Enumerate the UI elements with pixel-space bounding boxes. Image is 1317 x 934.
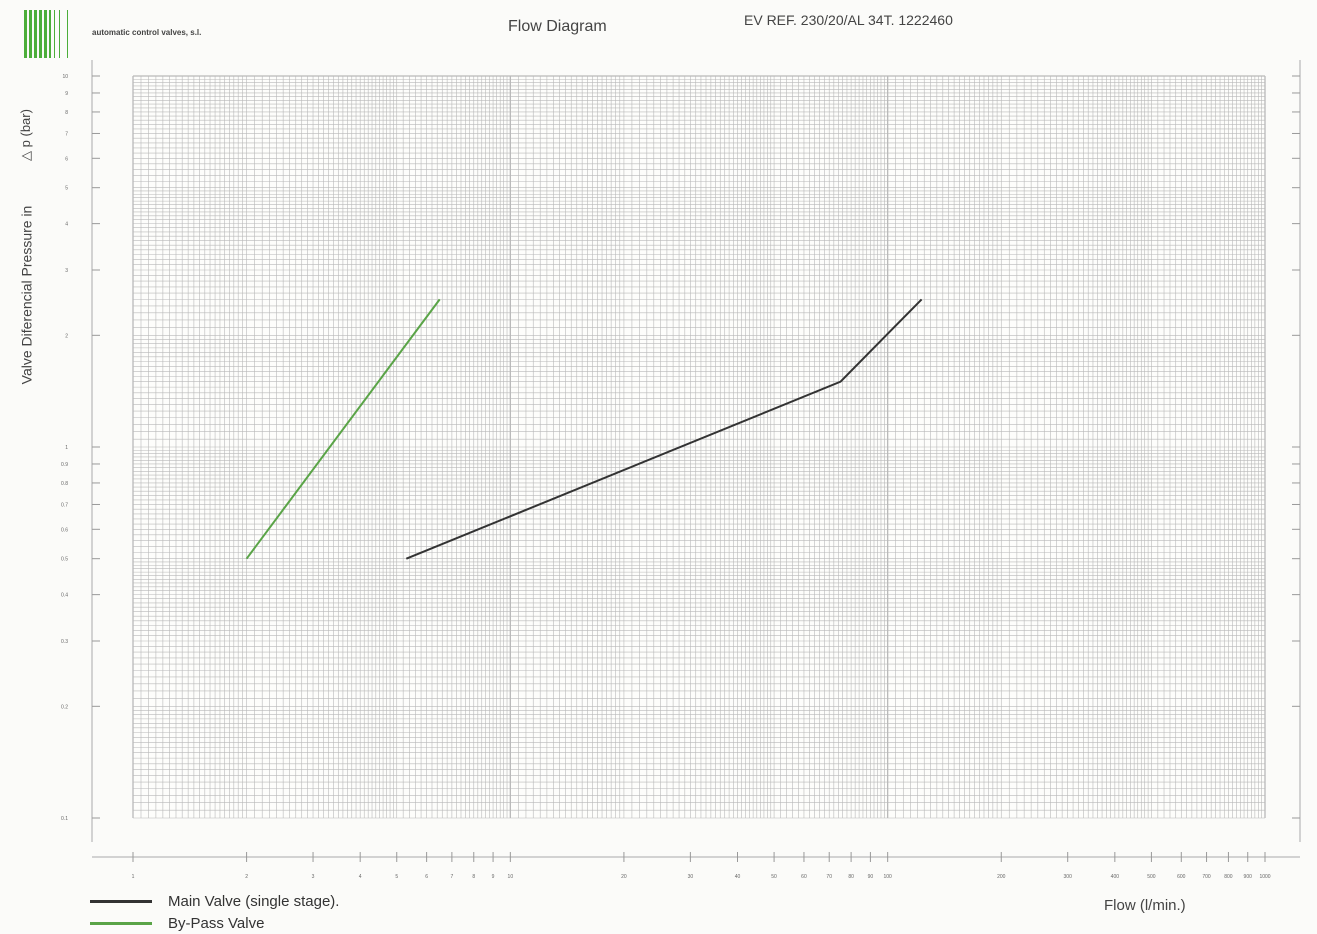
series-line-main-valve <box>405 298 923 560</box>
x-tick-label: 300 <box>1064 874 1073 880</box>
x-tick-label: 9 <box>492 874 495 880</box>
legend-item-main: Main Valve (single stage). <box>90 890 339 912</box>
x-tick-label: 5 <box>395 874 398 880</box>
legend-label-bypass: By-Pass Valve <box>168 914 265 932</box>
x-tick-label: 40 <box>735 874 741 880</box>
y-tick-label: 0.2 <box>61 704 68 710</box>
x-tick-label: 2 <box>245 874 248 880</box>
y-tick-label: 6 <box>65 156 68 162</box>
x-tick-label: 60 <box>801 874 807 880</box>
x-tick-label: 200 <box>997 874 1006 880</box>
series-line-bypass-valve <box>245 298 441 560</box>
company-name: automatic control valves, s.l. <box>92 28 202 37</box>
x-tick-label: 50 <box>771 874 777 880</box>
x-tick-label: 900 <box>1244 874 1253 880</box>
legend-item-bypass: By-Pass Valve <box>90 912 339 934</box>
y-tick-label: 0.1 <box>61 816 68 822</box>
x-tick-label: 8 <box>472 874 475 880</box>
y-tick-label: 0.9 <box>61 462 68 468</box>
x-tick-label: 700 <box>1202 874 1211 880</box>
y-tick-label: 0.3 <box>61 639 68 645</box>
chart-legend: Main Valve (single stage). By-Pass Valve <box>90 890 339 934</box>
legend-label-main: Main Valve (single stage). <box>168 892 340 910</box>
x-tick-label: 70 <box>826 874 832 880</box>
chart-series <box>245 298 923 560</box>
y-tick-label: 7 <box>65 131 68 137</box>
y-tick-label: 5 <box>65 186 68 192</box>
x-tick-label: 3 <box>312 874 315 880</box>
x-tick-label: 30 <box>688 874 694 880</box>
x-tick-label: 20 <box>621 874 627 880</box>
x-tick-label: 80 <box>848 874 854 880</box>
x-tick-label: 100 <box>883 874 892 880</box>
reference-number: EV REF. 230/20/AL 34T. 1222460 <box>744 12 953 28</box>
chart-title: Flow Diagram <box>508 18 607 35</box>
y-axis-unit: △ p (bar) <box>17 109 33 161</box>
y-tick-label: 2 <box>65 333 68 339</box>
x-tick-label: 6 <box>425 874 428 880</box>
x-tick-label: 600 <box>1177 874 1186 880</box>
x-tick-label: 800 <box>1224 874 1233 880</box>
y-tick-label: 0.7 <box>61 502 68 508</box>
y-tick-label: 0.6 <box>61 527 68 533</box>
x-tick-label: 10 <box>508 874 514 880</box>
x-tick-label: 1 <box>132 874 135 880</box>
y-tick-label: 8 <box>65 110 68 116</box>
x-tick-label: 4 <box>359 874 362 880</box>
company-logo-icon <box>24 10 68 58</box>
x-axis-label: Flow (l/min.) <box>1104 897 1186 914</box>
y-tick-label: 0.8 <box>61 481 68 487</box>
chart-axes: 0.1 0.2 0.3 0.4 0.5 0.6 0.7 0.8 0.9 1 2 3 4 5 6 7 8 9 10 1 2… <box>61 60 1301 880</box>
y-axis-label: Valve Diferencial Pressure in <box>17 205 34 385</box>
y-tick-label: 0.5 <box>61 557 68 563</box>
plot-grid <box>132 75 1266 819</box>
y-tick-label: 9 <box>65 91 68 97</box>
y-tick-label: 4 <box>65 222 68 228</box>
x-tick-label: 7 <box>450 874 453 880</box>
x-tick-label: 400 <box>1111 874 1120 880</box>
y-tick-label: 3 <box>65 268 68 274</box>
x-tick-label: 500 <box>1147 874 1156 880</box>
y-tick-label: 10 <box>62 74 68 80</box>
y-tick-label: 1 <box>65 445 68 451</box>
y-tick-label: 0.4 <box>61 593 68 599</box>
legend-swatch-bypass <box>90 921 152 925</box>
x-tick-label: 1000 <box>1259 874 1270 880</box>
legend-swatch-main <box>90 899 152 903</box>
x-tick-label: 90 <box>868 874 874 880</box>
